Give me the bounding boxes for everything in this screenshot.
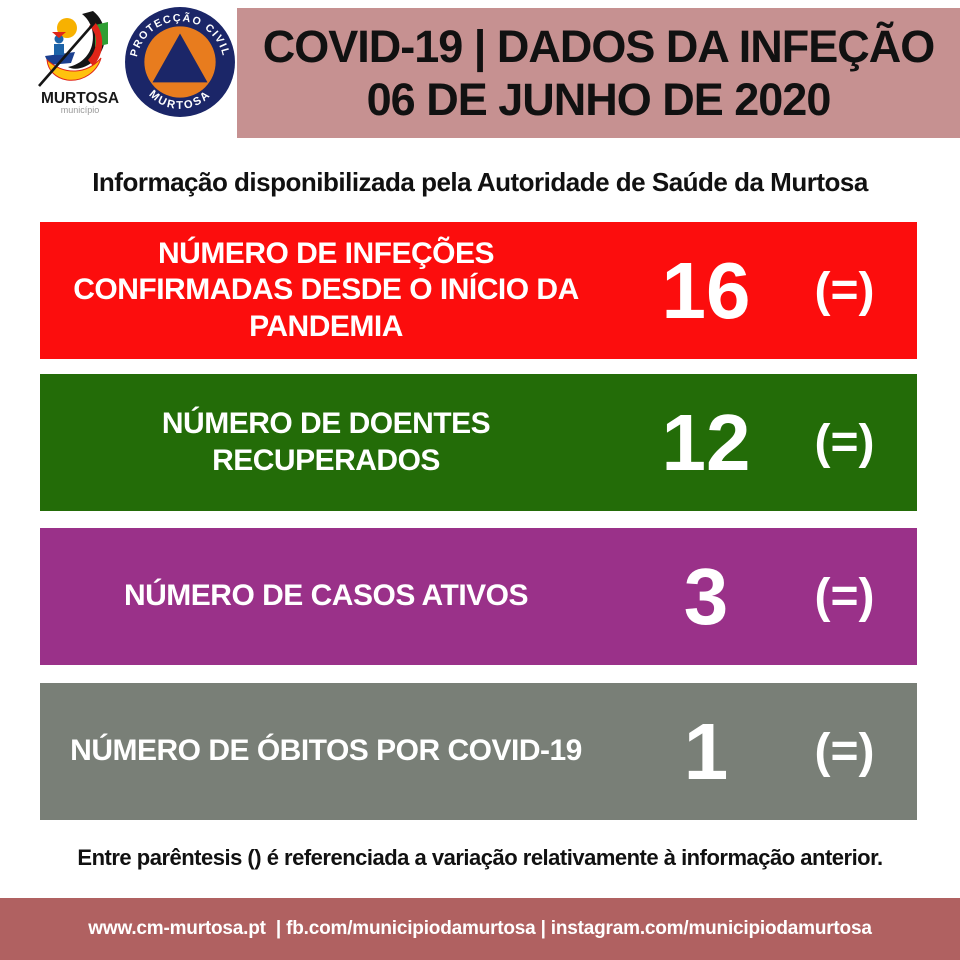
civil-protection-logo: PROTECÇÃO CIVIL MURTOSA: [124, 6, 236, 118]
variation-footnote: Entre parêntesis () é referenciada a var…: [77, 845, 883, 870]
stat-value: 3: [683, 551, 729, 641]
stat-variation: (=): [814, 416, 875, 469]
murtosa-boat-icon: MURTOSA município: [38, 11, 119, 115]
murtosa-municipality-logo: MURTOSA município: [34, 10, 126, 116]
stat-label: NÚMERO DE ÓBITOS POR COVID-19: [70, 734, 582, 768]
header-title-block: COVID-19 | DADOS DA INFEÇÃO 06 DE JUNHO …: [237, 8, 960, 138]
stat-value: 16: [661, 245, 751, 335]
stat-label: NÚMERO DE CASOS ATIVOS: [123, 579, 529, 613]
stat-banner-confirmed: NÚMERO DE INFEÇÕES CONFIRMADAS DESDE O I…: [40, 222, 917, 359]
stat-banner-active: NÚMERO DE CASOS ATIVOS 3 (=): [40, 528, 917, 665]
stat-banner-deaths: NÚMERO DE ÓBITOS POR COVID-19 1 (=): [40, 683, 917, 820]
stat-variation: (=): [814, 570, 875, 623]
svg-text:MURTOSA: MURTOSA: [41, 90, 119, 107]
stat-variation: (=): [814, 725, 875, 778]
page-title-line1: COVID-19 | DADOS DA INFEÇÃO: [262, 20, 935, 72]
page-title-line2: 06 DE JUNHO DE 2020: [366, 74, 832, 125]
stat-value: 12: [661, 397, 751, 487]
social-links[interactable]: www.cm-murtosa.pt | fb.com/municipiodamu…: [88, 918, 872, 939]
bottom-bar: www.cm-murtosa.pt | fb.com/municipiodamu…: [0, 898, 960, 960]
civil-protection-badge-icon: PROTECÇÃO CIVIL MURTOSA: [125, 7, 235, 117]
subtitle: Informação disponibilizada pela Autorida…: [92, 166, 868, 197]
stat-variation: (=): [814, 264, 875, 317]
stat-value: 1: [683, 706, 729, 796]
stat-banner-recovered: NÚMERO DE DOENTES RECUPERADOS 12 (=): [40, 374, 917, 511]
svg-text:município: município: [61, 105, 100, 115]
stat-label: NÚMERO DE DOENTES RECUPERADOS: [161, 406, 491, 477]
stat-label: NÚMERO DE INFEÇÕES CONFIRMADAS DESDE O I…: [73, 236, 579, 343]
